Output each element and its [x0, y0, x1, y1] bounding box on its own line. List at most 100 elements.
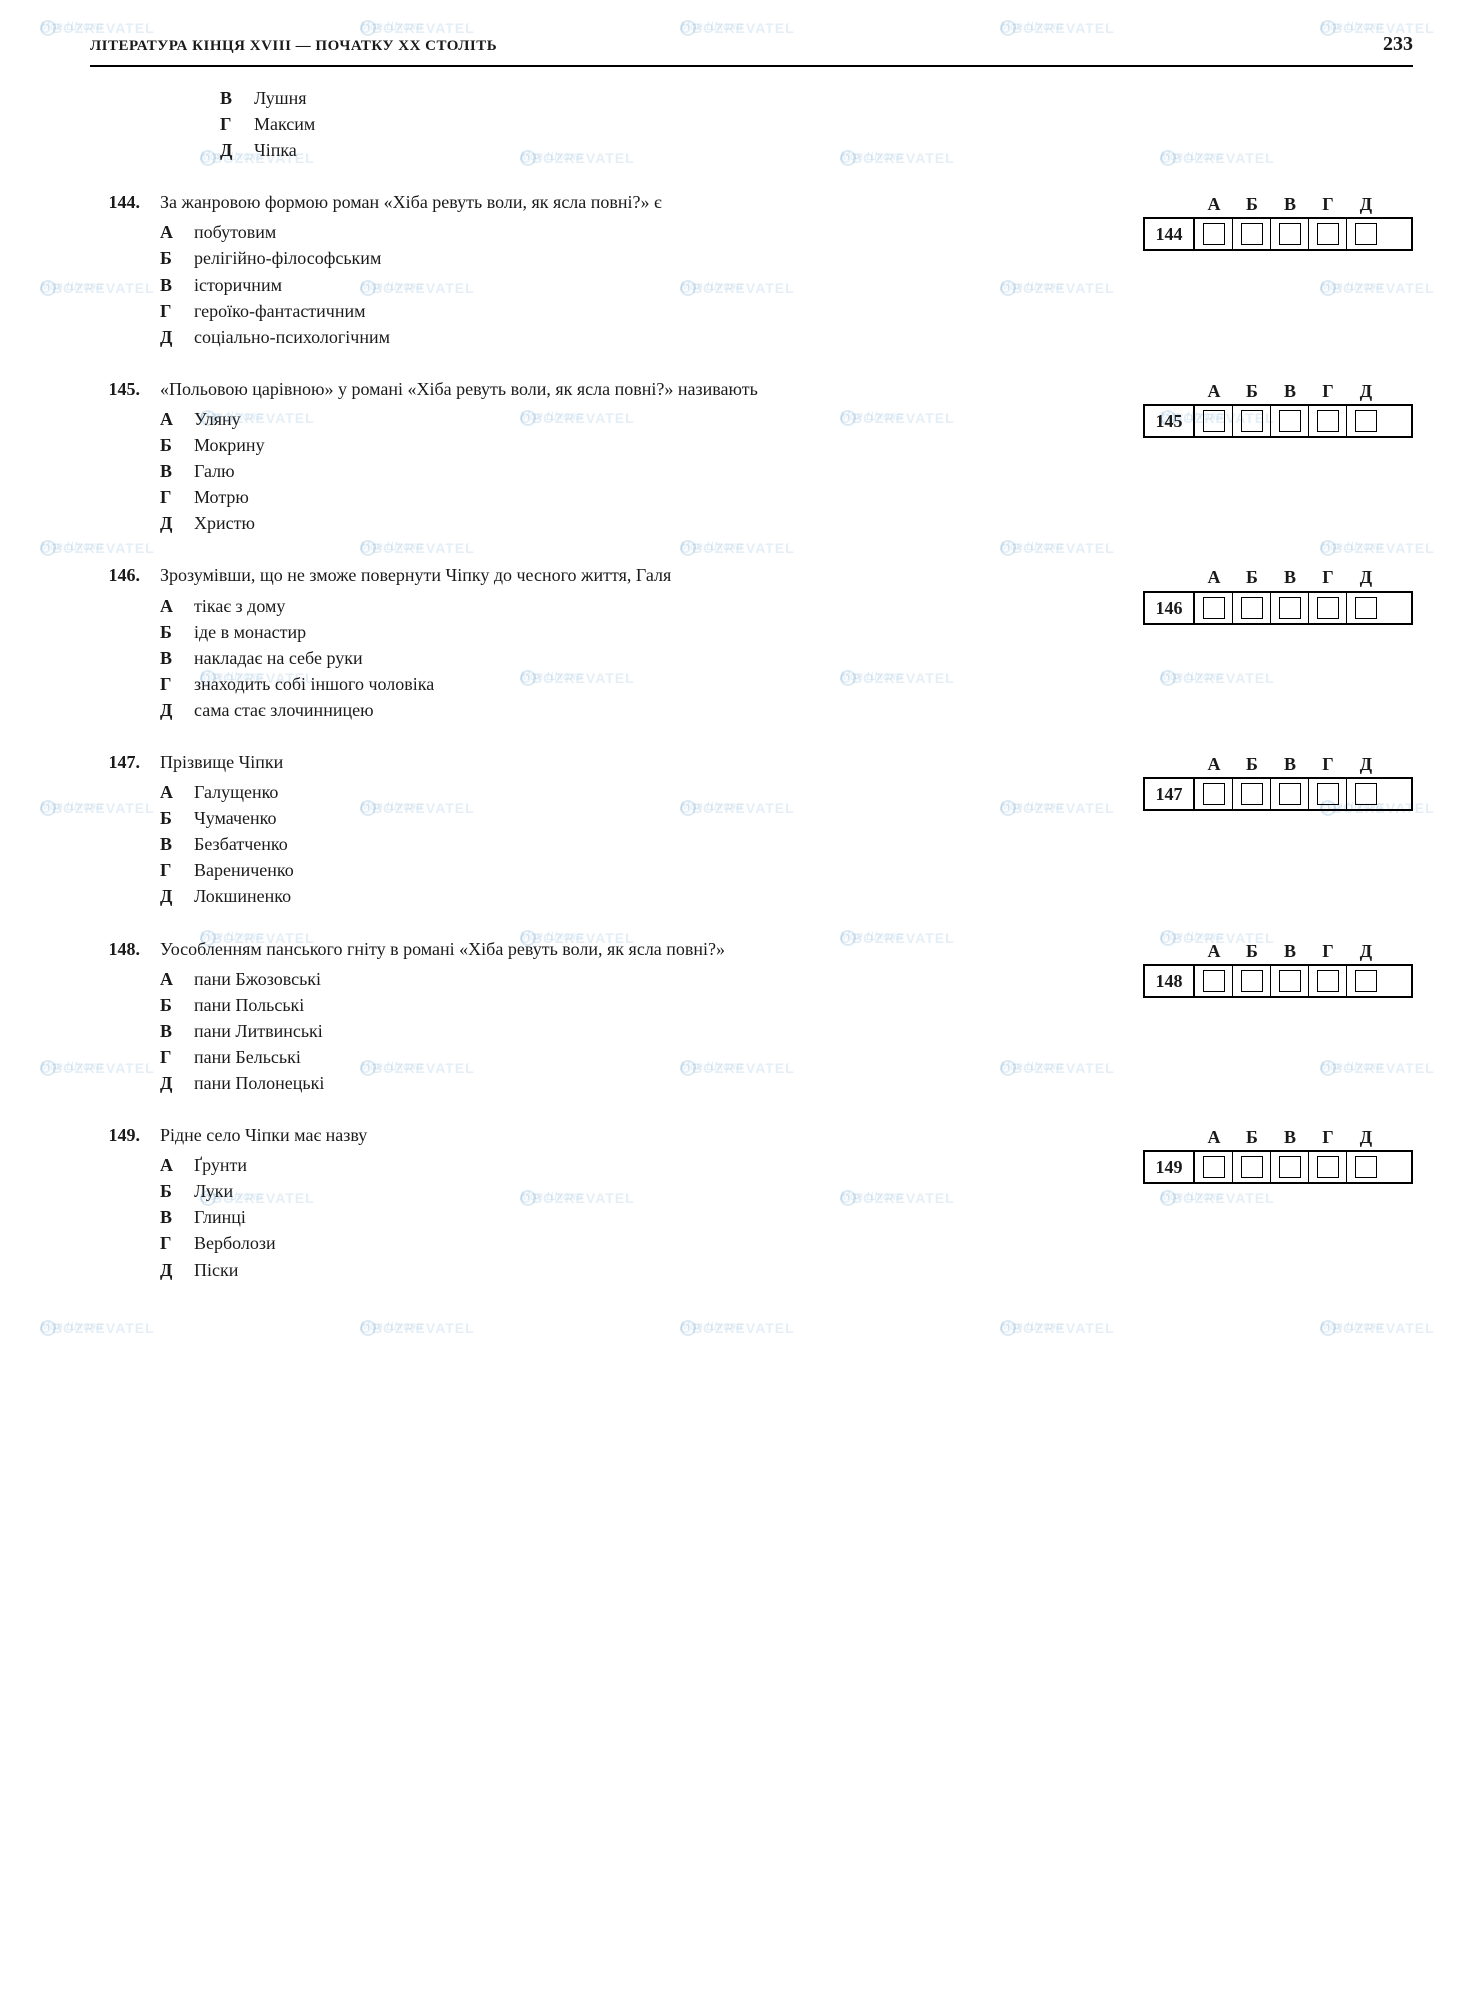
- answer-label: В: [1271, 1124, 1309, 1150]
- answer-box[interactable]: [1195, 966, 1233, 996]
- answer-box[interactable]: [1347, 1152, 1385, 1182]
- answer-box[interactable]: [1347, 779, 1385, 809]
- answer-grid-number: 144: [1145, 219, 1195, 249]
- answer-box[interactable]: [1347, 219, 1385, 249]
- answer-box[interactable]: [1309, 966, 1347, 996]
- answer-box[interactable]: [1233, 966, 1271, 996]
- option-line: ВБезбатченко: [160, 831, 1123, 857]
- answer-label: Д: [1347, 938, 1385, 964]
- option-line: Бпани Польські: [160, 992, 1123, 1018]
- option-line: ДЧіпка: [220, 137, 1413, 163]
- answer-box[interactable]: [1347, 406, 1385, 436]
- answer-box[interactable]: [1271, 219, 1309, 249]
- answer-grid-labels: АБВГД: [1195, 751, 1413, 777]
- answer-box[interactable]: [1309, 779, 1347, 809]
- answer-grid: АБВГД147: [1143, 751, 1413, 811]
- question-body: Уособленням панського гніту в романі «Хі…: [160, 936, 1123, 1097]
- question-stem: Прізвище Чіпки: [160, 749, 1123, 775]
- option-text: іде в монастир: [194, 619, 306, 645]
- question-options: Апани БжозовськіБпани ПольськіВпани Литв…: [160, 966, 1123, 1096]
- answer-box[interactable]: [1233, 779, 1271, 809]
- answer-box-inner: [1203, 1156, 1225, 1178]
- answer-box-inner: [1317, 783, 1339, 805]
- answer-box[interactable]: [1309, 219, 1347, 249]
- answer-box[interactable]: [1347, 966, 1385, 996]
- option-letter: Д: [160, 1070, 180, 1096]
- option-text: Чумаченко: [194, 805, 277, 831]
- question-left: 147.Прізвище ЧіпкиАГалущенкоБЧумаченкоВБ…: [90, 749, 1143, 910]
- watermark-circle-icon: [40, 540, 56, 556]
- answer-box-inner: [1241, 783, 1263, 805]
- option-text: Максим: [254, 111, 315, 137]
- answer-box-inner: [1241, 970, 1263, 992]
- answer-label: А: [1195, 378, 1233, 404]
- answer-grid-row: 146: [1143, 591, 1413, 625]
- answer-box-inner: [1317, 1156, 1339, 1178]
- answer-box-inner: [1241, 410, 1263, 432]
- answer-box[interactable]: [1271, 593, 1309, 623]
- answer-label: Б: [1233, 564, 1271, 590]
- answer-label: Б: [1233, 1124, 1271, 1150]
- option-text: Галю: [194, 458, 235, 484]
- answer-box[interactable]: [1271, 966, 1309, 996]
- answer-grid: АБВГД149: [1143, 1124, 1413, 1184]
- watermark-text: Моя Школа OBOZREVATEL: [360, 1318, 475, 1338]
- header-title: ЛІТЕРАТУРА КІНЦЯ XVIII — ПОЧАТКУ XX СТОЛ…: [90, 36, 497, 58]
- answer-label: В: [1271, 378, 1309, 404]
- answer-box-inner: [1355, 223, 1377, 245]
- question-number: 149.: [90, 1122, 140, 1283]
- answer-box[interactable]: [1233, 219, 1271, 249]
- watermark-item: Моя Школа OBOZREVATEL: [40, 540, 56, 556]
- option-letter: Д: [220, 137, 240, 163]
- answer-box[interactable]: [1233, 593, 1271, 623]
- question-options: АУлянуБМокринуВГалюГМотрюДХристю: [160, 406, 1123, 536]
- answer-box[interactable]: [1309, 593, 1347, 623]
- answer-label: Д: [1347, 751, 1385, 777]
- option-letter: А: [160, 219, 180, 245]
- watermark-circle-icon: [40, 280, 56, 296]
- answer-box[interactable]: [1233, 1152, 1271, 1182]
- answer-box-inner: [1203, 597, 1225, 619]
- answer-box[interactable]: [1195, 1152, 1233, 1182]
- answer-box[interactable]: [1347, 593, 1385, 623]
- option-letter: Г: [160, 298, 180, 324]
- answer-grid-number: 148: [1145, 966, 1195, 996]
- option-text: Луки: [194, 1178, 233, 1204]
- answer-label: В: [1271, 938, 1309, 964]
- answer-box[interactable]: [1271, 406, 1309, 436]
- option-text: Христю: [194, 510, 255, 536]
- answer-box[interactable]: [1195, 219, 1233, 249]
- option-text: Варениченко: [194, 857, 294, 883]
- option-text: Мокрину: [194, 432, 265, 458]
- option-line: Впани Литвинські: [160, 1018, 1123, 1044]
- answer-box-inner: [1317, 970, 1339, 992]
- answer-box-inner: [1279, 410, 1301, 432]
- answer-box[interactable]: [1195, 406, 1233, 436]
- answer-label: А: [1195, 751, 1233, 777]
- answer-label: А: [1195, 564, 1233, 590]
- option-letter: В: [160, 458, 180, 484]
- option-line: Внакладає на себе руки: [160, 645, 1123, 671]
- answer-box[interactable]: [1233, 406, 1271, 436]
- answer-label: Б: [1233, 938, 1271, 964]
- option-letter: Г: [160, 671, 180, 697]
- question-number: 146.: [90, 562, 140, 723]
- option-line: Ггероїко-фантастичним: [160, 298, 1123, 324]
- option-line: АУляну: [160, 406, 1123, 432]
- answer-box[interactable]: [1309, 406, 1347, 436]
- option-line: АҐрунти: [160, 1152, 1123, 1178]
- question-block: 149.Рідне село Чіпки має назвуАҐрунтиБЛу…: [90, 1122, 1413, 1283]
- answer-label: А: [1195, 938, 1233, 964]
- answer-box[interactable]: [1271, 1152, 1309, 1182]
- answer-box[interactable]: [1309, 1152, 1347, 1182]
- answer-box[interactable]: [1195, 593, 1233, 623]
- answer-box-inner: [1317, 410, 1339, 432]
- watermark-text: Моя Школа OBOZREVATEL: [1000, 1318, 1115, 1338]
- watermark-circle-icon: [360, 1320, 376, 1336]
- answer-box[interactable]: [1271, 779, 1309, 809]
- answer-box[interactable]: [1195, 779, 1233, 809]
- watermark-item: Моя Школа OBOZREVATEL: [1000, 1320, 1016, 1336]
- answer-grid-row: 145: [1143, 404, 1413, 438]
- answer-box-inner: [1279, 1156, 1301, 1178]
- question-left: 146.Зрозумівши, що не зможе повернути Чі…: [90, 562, 1143, 723]
